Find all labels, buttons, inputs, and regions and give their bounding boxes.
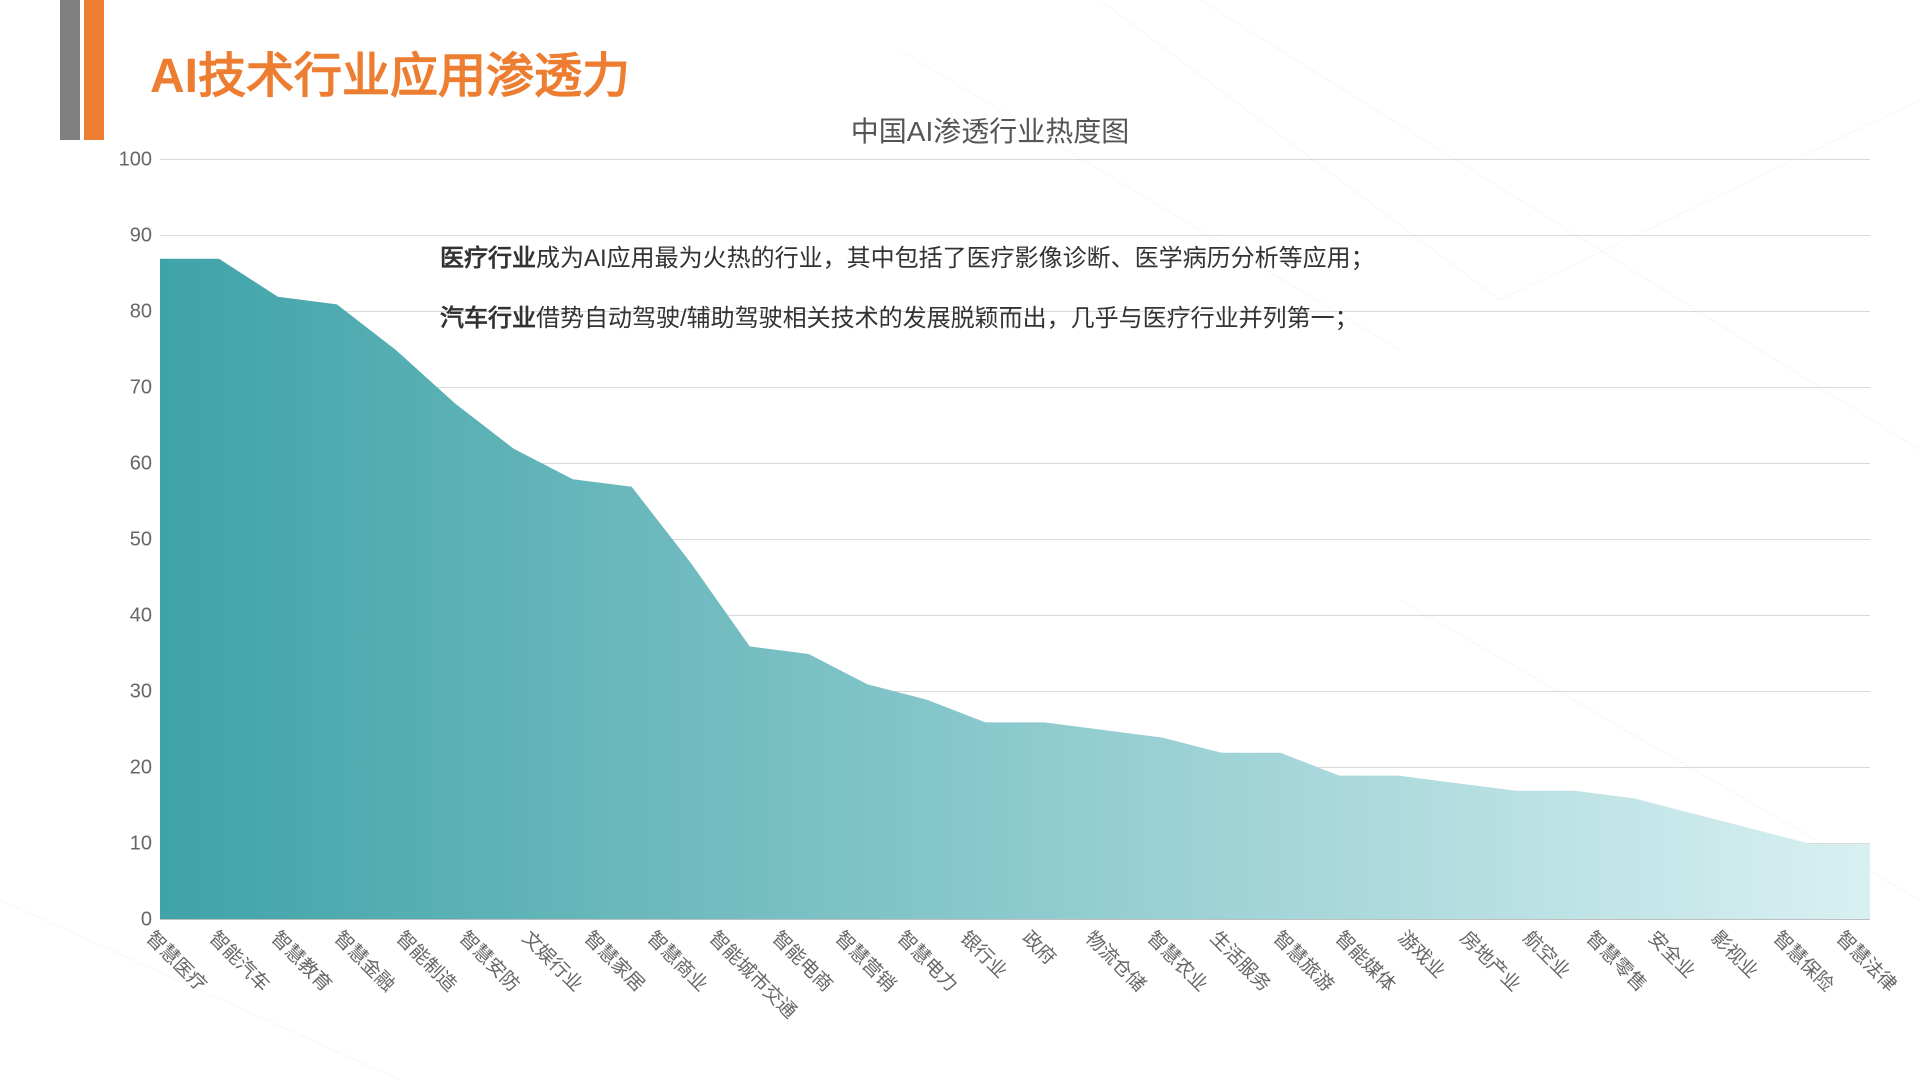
x-tick-label: 物流仓储 xyxy=(1080,924,1153,997)
accent-bar-orange xyxy=(84,0,104,140)
x-tick-label: 智慧商业 xyxy=(642,924,715,997)
x-tick-label: 政府 xyxy=(1017,924,1063,970)
page-title: AI技术行业应用渗透力 xyxy=(150,36,630,106)
y-tick-label: 30 xyxy=(130,681,152,704)
y-tick-label: 80 xyxy=(130,301,152,324)
x-tick-label: 智慧金融 xyxy=(329,924,402,997)
x-tick-label: 生活服务 xyxy=(1205,924,1278,997)
annotation-line: 汽车行业借势自动驾驶/辅助驾驶相关技术的发展脱颖而出，几乎与医疗行业并列第一； xyxy=(440,300,1690,338)
x-tick-label: 房地产业 xyxy=(1455,924,1528,997)
x-tick-label: 智能媒体 xyxy=(1330,924,1403,997)
y-tick-label: 0 xyxy=(141,909,152,932)
x-tick-label: 游戏业 xyxy=(1393,924,1452,983)
y-tick-label: 60 xyxy=(130,453,152,476)
x-tick-label: 智慧保险 xyxy=(1768,924,1841,997)
chart-title: 中国AI渗透行业热度图 xyxy=(110,110,1870,150)
plot-area: 医疗行业成为AI应用最为火热的行业，其中包括了医疗影像诊断、医学病历分析等应用；… xyxy=(160,160,1870,920)
x-tick-label: 智能制造 xyxy=(391,924,464,997)
accent-bar-gray xyxy=(60,0,80,140)
x-tick-label: 智慧医疗 xyxy=(141,924,214,997)
y-axis: 0102030405060708090100 xyxy=(110,160,160,920)
annotation-text: 借势自动驾驶/辅助驾驶相关技术的发展脱颖而出，几乎与医疗行业并列第一； xyxy=(536,305,1359,332)
annotation-line: 医疗行业成为AI应用最为火热的行业，其中包括了医疗影像诊断、医学病历分析等应用； xyxy=(440,240,1690,278)
x-tick-label: 智慧家居 xyxy=(579,924,652,997)
annotation-bold: 医疗行业 xyxy=(440,245,536,272)
y-tick-label: 50 xyxy=(130,529,152,552)
y-tick-label: 100 xyxy=(119,149,152,172)
x-tick-label: 智慧安防 xyxy=(454,924,527,997)
annotation-bold: 汽车行业 xyxy=(440,305,536,332)
y-tick-label: 20 xyxy=(130,757,152,780)
x-axis: 智慧医疗智能汽车智慧教育智慧金融智能制造智慧安防文娱行业智慧家居智慧商业智能城市… xyxy=(160,920,1870,1070)
x-tick-label: 智慧法律 xyxy=(1831,924,1904,997)
x-tick-label: 智慧教育 xyxy=(266,924,339,997)
x-tick-label: 智能汽车 xyxy=(203,924,276,997)
x-tick-label: 影视业 xyxy=(1706,924,1765,983)
chart-container: 中国AI渗透行业热度图 0 10 20 30 40 50 60 70 80 90 100 医疗行业成… xyxy=(110,110,1870,1060)
annotation-text: 成为AI应用最为火热的行业，其中包括了医疗影像诊断、医学病历分析等应用； xyxy=(536,245,1375,272)
x-tick-label: 安全业 xyxy=(1643,924,1702,983)
x-tick-label: 智慧营销 xyxy=(829,924,902,997)
x-tick-label: 航空业 xyxy=(1518,924,1577,983)
x-tick-label: 智慧电力 xyxy=(892,924,965,997)
y-tick-label: 90 xyxy=(130,225,152,248)
accent-bars xyxy=(60,0,104,140)
y-tick-label: 10 xyxy=(130,833,152,856)
chart-annotations: 医疗行业成为AI应用最为火热的行业，其中包括了医疗影像诊断、医学病历分析等应用；… xyxy=(440,240,1690,361)
x-tick-label: 智慧零售 xyxy=(1581,924,1654,997)
x-tick-label: 智慧旅游 xyxy=(1268,924,1341,997)
plot-wrap: 0102030405060708090100 医疗行业成为AI应用最为火热的行业… xyxy=(110,160,1870,920)
y-tick-label: 70 xyxy=(130,377,152,400)
y-tick-label: 40 xyxy=(130,605,152,628)
x-tick-label: 智慧农业 xyxy=(1142,924,1215,997)
x-tick-label: 文娱行业 xyxy=(516,924,589,997)
x-tick-label: 银行业 xyxy=(955,924,1014,983)
